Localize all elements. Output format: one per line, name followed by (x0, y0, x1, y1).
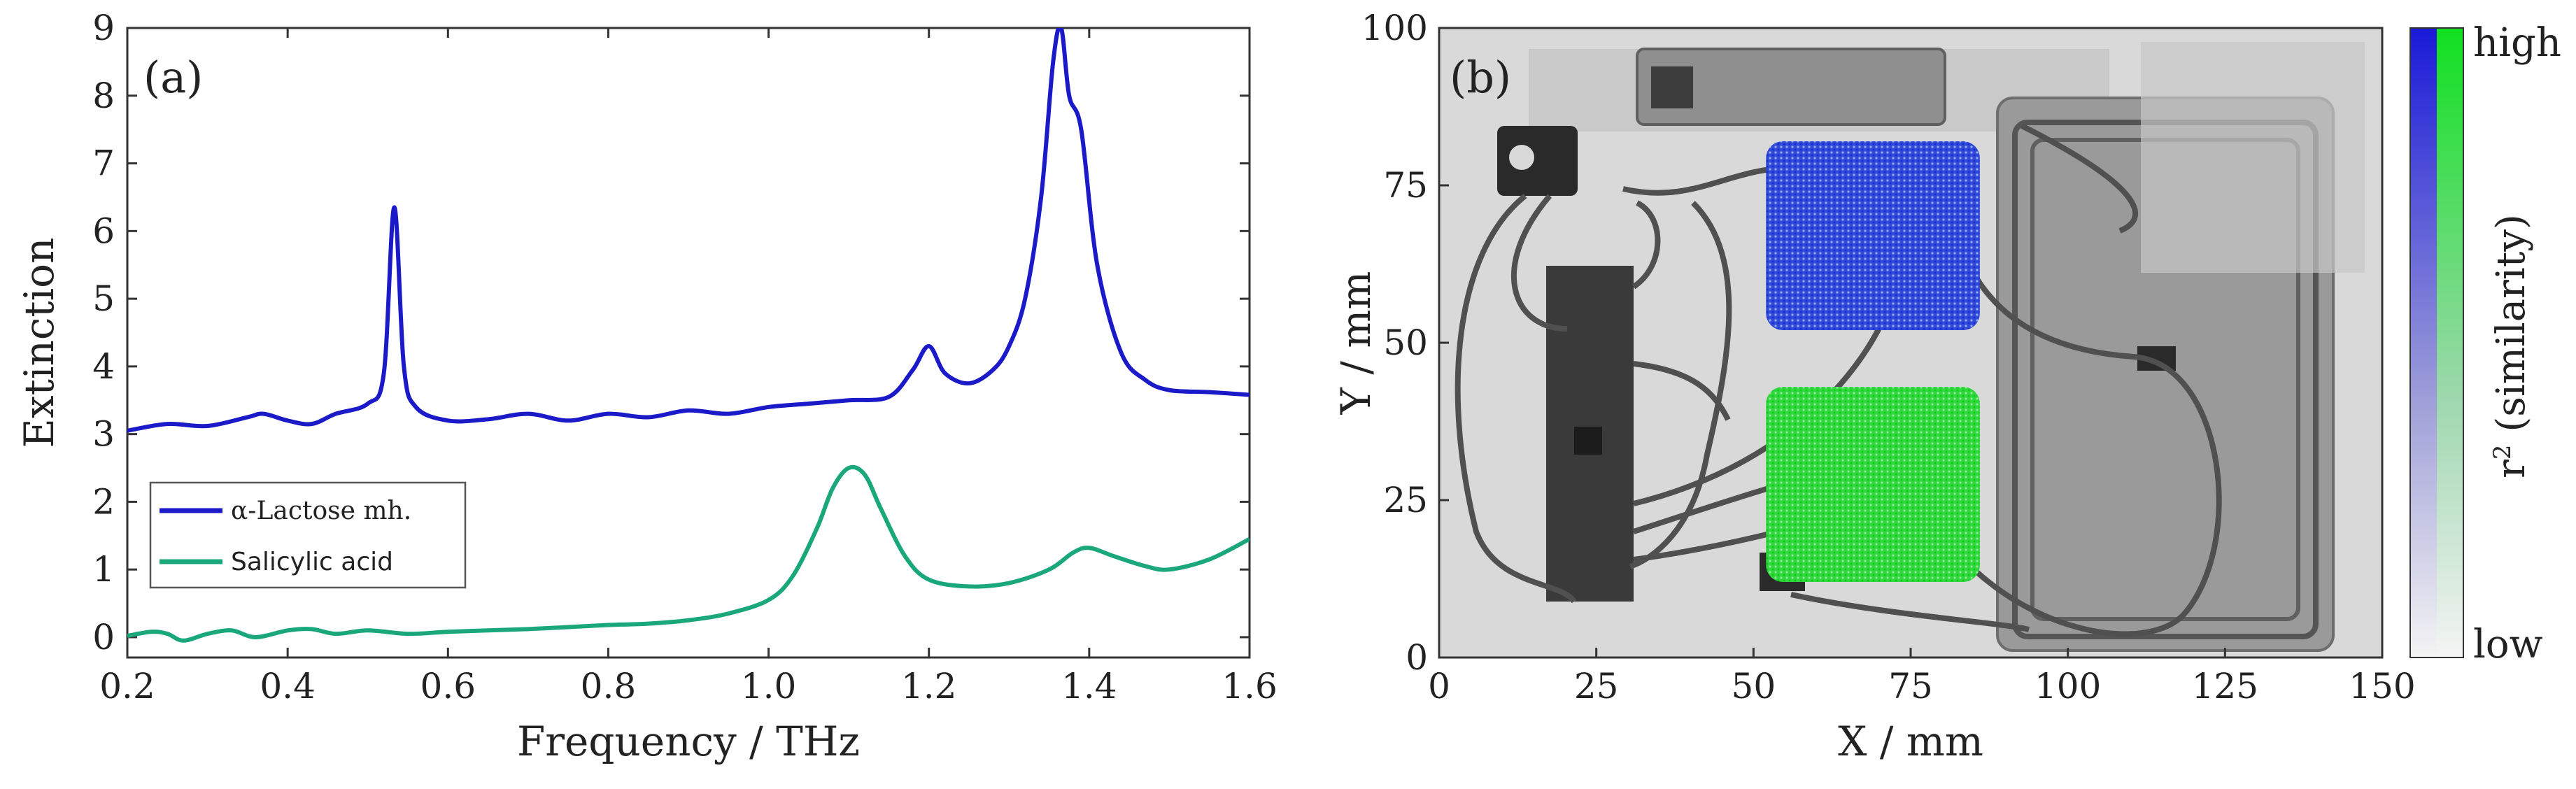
x-tick-label-b: 25 (1574, 666, 1619, 706)
colorbar-green (2437, 28, 2463, 658)
x-tick-label-b: 50 (1732, 666, 1776, 706)
x-tick-label-a: 1.4 (1061, 666, 1117, 706)
legend-box (149, 481, 467, 589)
axis-ticks-b: 0 25 50 75 100 125 150 0 25 50 75 100 (1361, 8, 2416, 706)
y-tick-label-b: 100 (1361, 8, 1428, 48)
sensor-strip (1636, 48, 1946, 126)
x-tick-label-b: 0 (1428, 666, 1450, 706)
x-tick-label-b: 75 (1888, 666, 1933, 706)
y-tick-label-a: 1 (92, 549, 115, 590)
faint-card (2141, 42, 2365, 273)
y-tick-label-a: 6 (92, 211, 115, 251)
legend-a: α-Lactose mh. Salicylic acid (149, 481, 467, 589)
legend-label-lactose: α-Lactose mh. (231, 497, 411, 525)
x-axis-label-b: X / mm (1838, 718, 1983, 765)
y-tick-label-a: 5 (92, 278, 115, 319)
x-tick-label-b: 125 (2192, 666, 2258, 706)
spectrum-panel: 0.2 0.4 0.6 0.8 1.0 1.2 1.4 1.6 0 1 2 3 4 5 6 7 8 9 (a) F… (15, 8, 1278, 765)
y-tick-label-b: 0 (1406, 637, 1428, 678)
x-tick-label-a: 1.0 (741, 666, 797, 706)
colorbar: high low r2 (similarity) (2409, 20, 2561, 667)
y-tick-label-a: 7 (92, 143, 115, 184)
x-tick-label-a: 0.2 (99, 666, 155, 706)
x-tick-label-a: 0.8 (581, 666, 637, 706)
y-axis-label-b: Y / mm (1332, 271, 1380, 415)
y-tick-label-a: 4 (92, 346, 115, 387)
y-axis-label-a: Extinction (15, 238, 63, 448)
axis-ticks-a: 0.2 0.4 0.6 0.8 1.0 1.2 1.4 1.6 0 1 2 3 4 5 6 7 8 9 (92, 8, 1278, 706)
plot-frame-a (126, 27, 1251, 659)
sensor-strip-pad (1651, 66, 1693, 108)
y-tick-label-b: 75 (1383, 165, 1428, 206)
x-tick-label-b: 100 (2034, 666, 2101, 706)
ic-chip-core (1574, 427, 1602, 455)
scan-image (1455, 42, 2365, 652)
colorbar-high-label: high (2473, 20, 2561, 66)
panel-label-a: (a) (143, 52, 203, 103)
y-tick-label-a: 0 (92, 617, 115, 658)
panel-label-b: (b) (1450, 52, 1511, 103)
y-tick-label-b: 50 (1383, 322, 1428, 363)
y-tick-label-a: 9 (92, 8, 115, 48)
image-panel: 0 25 50 75 100 125 150 0 25 50 75 100 (b) X / mm Y … (1332, 8, 2561, 765)
colorbar-title: r2 (similarity) (2489, 214, 2534, 478)
colorbar-low-label: low (2473, 622, 2543, 667)
x-tick-label-a: 1.2 (901, 666, 957, 706)
series-line-salicylic (127, 464, 1250, 643)
series-line-lactose (127, 28, 1250, 433)
colorbar-title-sup: 2 (2489, 444, 2517, 460)
x-tick-label-a: 0.6 (420, 666, 476, 706)
y-tick-label-b: 25 (1383, 480, 1428, 520)
colorbar-frame (2409, 27, 2464, 658)
y-tick-label-a: 3 (92, 414, 115, 455)
detected-region-lactose (1766, 141, 1980, 330)
y-tick-label-a: 8 (92, 76, 115, 116)
colorbar-blue (2410, 28, 2437, 658)
x-tick-label-a: 1.6 (1222, 666, 1278, 706)
y-tick-label-a: 2 (92, 481, 115, 522)
x-axis-label-a: Frequency / THz (517, 718, 860, 765)
transistor (1497, 126, 1578, 196)
detected-region-salicylic (1766, 387, 1980, 582)
x-tick-label-b: 150 (2349, 666, 2415, 706)
legend-label-salicylic: Salicylic acid (231, 548, 393, 576)
transistor-hole (1509, 145, 1534, 170)
x-tick-label-a: 0.4 (260, 666, 316, 706)
